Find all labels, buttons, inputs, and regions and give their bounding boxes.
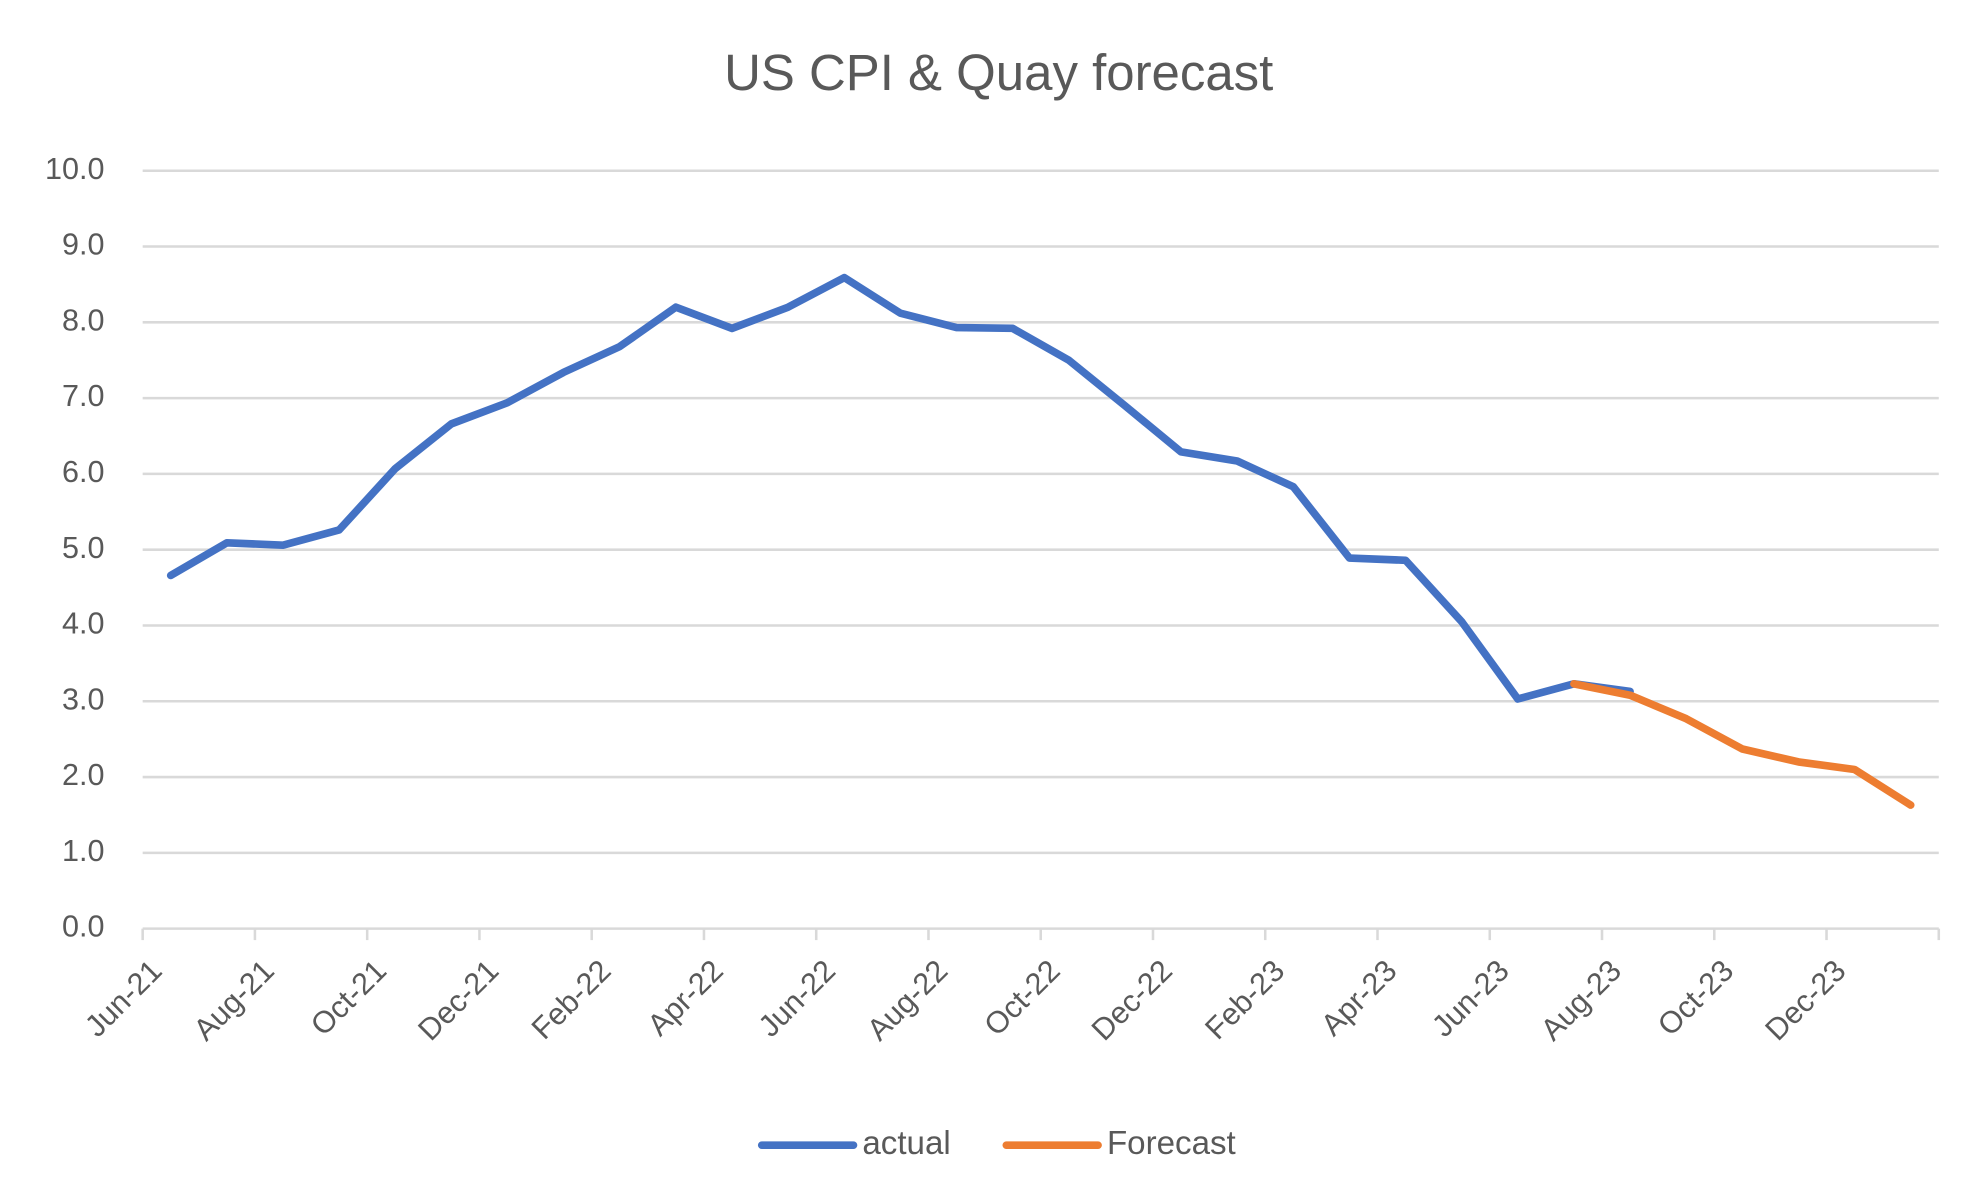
x-tick-label: Dec-23 [1759,953,1853,1047]
x-tick-label: Oct-23 [1651,953,1740,1042]
y-tick-label: 3.0 [62,682,105,716]
chart-title: US CPI & Quay forecast [724,44,1273,101]
series-line [1570,680,1915,809]
series-line [166,273,1634,703]
x-tick-label: Feb-23 [1199,953,1292,1046]
x-tick-label: Jun-22 [752,953,842,1043]
legend-label: actual [862,1125,950,1162]
x-tick-label: Aug-23 [1534,953,1628,1047]
y-tick-label: 2.0 [62,758,105,792]
y-tick-label: 5.0 [62,531,105,565]
x-tick-label: Oct-22 [978,953,1067,1042]
y-tick-label: 10.0 [45,152,104,186]
x-tick-label: Jun-21 [78,953,168,1043]
x-tick-label: Feb-22 [525,953,618,1046]
y-tick-label: 8.0 [62,303,105,337]
y-tick-label: 0.0 [62,910,105,944]
x-tick-label: Apr-23 [1315,953,1404,1042]
x-tick-label: Dec-21 [412,953,506,1047]
y-tick-label: 9.0 [62,228,105,262]
x-tick-label: Oct-21 [304,953,393,1042]
x-tick-label: Jun-23 [1426,953,1516,1043]
y-tick-label: 6.0 [62,455,105,489]
legend-label: Forecast [1107,1125,1236,1162]
y-tick-label: 1.0 [62,834,105,868]
y-tick-label: 4.0 [62,607,105,641]
x-tick-label: Dec-22 [1085,953,1179,1047]
x-tick-label: Aug-22 [861,953,955,1047]
x-tick-label: Aug-21 [187,953,281,1047]
y-tick-label: 7.0 [62,379,105,413]
x-tick-label: Apr-22 [641,953,730,1042]
